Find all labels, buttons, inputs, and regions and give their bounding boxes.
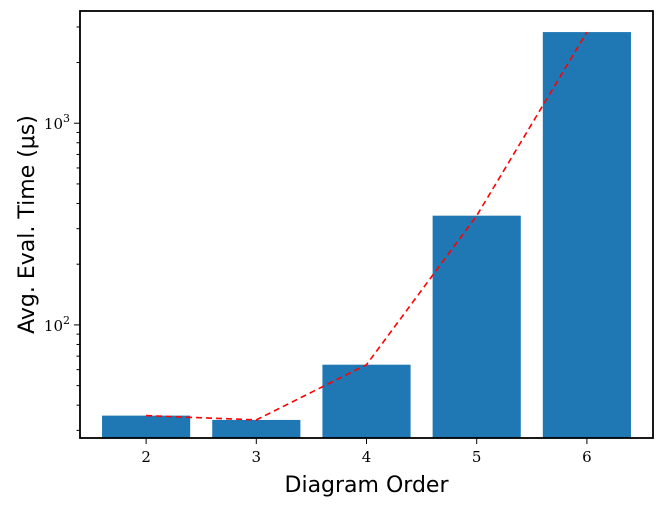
y-tick-label: 103 [44, 112, 70, 133]
x-tick-label: 2 [141, 448, 151, 466]
bar-3 [212, 419, 301, 438]
x-tick-label: 6 [582, 448, 592, 466]
x-axis-label: Diagram Order [285, 473, 450, 498]
bar-6 [542, 32, 631, 439]
x-tick-label: 4 [362, 448, 372, 466]
y-tick-label: 102 [44, 314, 70, 335]
y-axis-label: Avg. Eval. Time (μs) [15, 115, 40, 334]
bar-2 [102, 415, 191, 438]
trend-layer [146, 31, 588, 421]
x-ticks: 2 3 4 5 6 [141, 438, 592, 466]
x-tick-label: 5 [472, 448, 482, 466]
y-ticks: 102 103 [44, 26, 80, 431]
bar-5 [432, 215, 521, 438]
bars-layer [102, 32, 631, 439]
trend-line [146, 31, 588, 421]
x-tick-label: 3 [252, 448, 262, 466]
bar-4 [322, 364, 411, 438]
